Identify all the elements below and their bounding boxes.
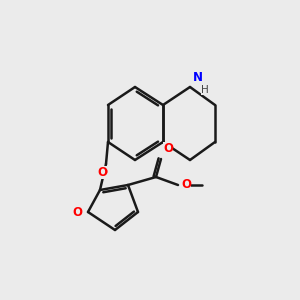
Text: O: O: [97, 166, 107, 179]
Text: H: H: [201, 85, 209, 95]
Text: O: O: [72, 206, 82, 218]
Text: O: O: [181, 178, 191, 191]
Text: O: O: [97, 166, 107, 179]
Text: O: O: [163, 142, 173, 155]
Text: N: N: [193, 71, 203, 84]
